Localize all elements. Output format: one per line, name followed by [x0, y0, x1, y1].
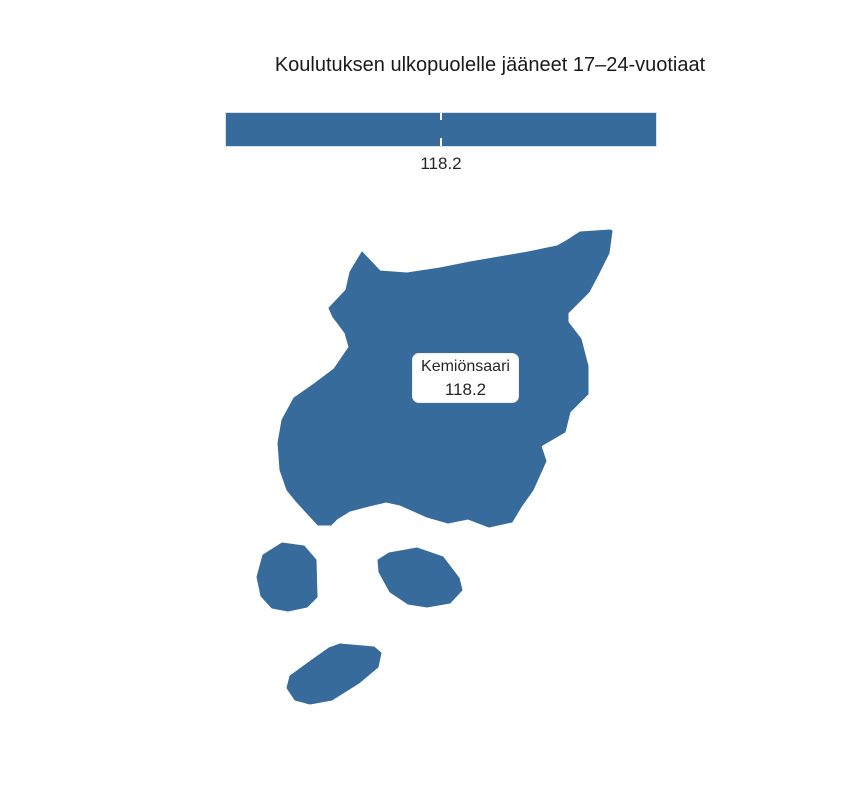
figure-title: Koulutuksen ulkopuolelle jääneet 17–24-v…: [274, 54, 706, 76]
map-region-east-islet: [377, 547, 463, 608]
map-region-south-islet: [286, 643, 382, 705]
colorbar-tick-mark-bottom: [440, 138, 442, 146]
colorbar: [225, 112, 657, 147]
region-label-box: Kemiönsaari 118.2: [412, 353, 519, 403]
map-region-west-islet: [256, 542, 318, 612]
colorbar-tick-label: 118.2: [420, 154, 462, 173]
region-name: Kemiönsaari: [421, 358, 510, 375]
colorbar-tick-mark-top: [440, 113, 442, 120]
region-value: 118.2: [444, 380, 487, 399]
